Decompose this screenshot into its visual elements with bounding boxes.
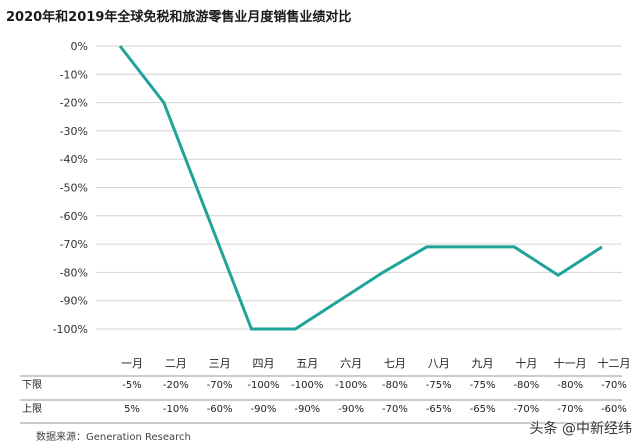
table-cell: -90%: [251, 404, 277, 415]
y-tick-label: -30%: [60, 125, 88, 138]
table-cell: -90%: [338, 404, 364, 415]
y-axis-ticks: 0% -10% -20% -30% -40% -50% -60% -70% -80% -90% -1…: [53, 40, 88, 336]
table-cell: -100%: [247, 380, 279, 391]
source-note: 数据来源：Generation Research: [36, 432, 191, 443]
x-tick-label: 八月: [428, 357, 450, 370]
x-tick-label: 六月: [340, 357, 362, 370]
y-tick-label: -60%: [60, 210, 88, 223]
table-cell: -10%: [163, 404, 189, 415]
y-tick-label: 0%: [71, 40, 88, 53]
table-cell: -75%: [426, 380, 452, 391]
table-cell: -100%: [291, 380, 323, 391]
table-row-label: 下限: [22, 379, 42, 391]
x-tick-label: 二月: [165, 357, 187, 370]
x-tick-label: 九月: [472, 357, 494, 370]
table-cell: -100%: [335, 380, 367, 391]
series-line-layer: [118, 45, 603, 331]
x-tick-label: 七月: [384, 357, 406, 370]
watermark: 头条 @中新经纬: [529, 421, 632, 437]
table-cell: -60%: [207, 404, 233, 415]
range-table: 下限 -5% -20% -70% -100% -100% -100% -80% -75% -75%…: [20, 375, 627, 424]
y-tick-label: -40%: [60, 153, 88, 166]
table-cell: -20%: [163, 380, 189, 391]
x-axis-labels: 一月 二月 三月 四月 五月 六月 七月 八月 九月 十月 十一月 十二月: [121, 356, 631, 370]
x-tick-label: 五月: [296, 357, 318, 370]
table-cell: -65%: [470, 404, 496, 415]
x-tick-label: 三月: [209, 357, 231, 370]
y-tick-label: -80%: [60, 266, 88, 279]
table-cell: -60%: [601, 404, 627, 415]
y-tick-label: -90%: [60, 295, 88, 308]
table-cell: -80%: [557, 380, 583, 391]
x-tick-label: 四月: [252, 357, 274, 370]
table-cell: -70%: [513, 404, 539, 415]
series-line: [118, 45, 603, 331]
y-tick-label: -20%: [60, 97, 88, 110]
x-tick-label: 一月: [121, 357, 143, 370]
table-cell: -80%: [513, 380, 539, 391]
table-cell: -5%: [122, 380, 141, 391]
table-cell: 5%: [124, 404, 140, 415]
table-cell: -80%: [382, 380, 408, 391]
y-tick-label: -50%: [60, 182, 88, 195]
table-cell: -70%: [382, 404, 408, 415]
table-cell: -70%: [207, 380, 233, 391]
table-cell: -75%: [470, 380, 496, 391]
table-cell: -70%: [557, 404, 583, 415]
y-tick-label: -100%: [53, 323, 88, 336]
grid-lines: [96, 45, 622, 330]
chart-title: 2020年和2019年全球免税和旅游零售业月度销售业绩对比: [6, 10, 352, 25]
table-cell: -70%: [601, 380, 627, 391]
x-tick-label: 十一月: [554, 356, 587, 370]
table-cell: -90%: [294, 404, 320, 415]
x-tick-label: 十月: [515, 356, 537, 370]
table-row-label: 上限: [22, 403, 42, 415]
table-cell: -65%: [426, 404, 452, 415]
y-tick-label: -70%: [60, 238, 88, 251]
y-tick-label: -10%: [60, 68, 88, 81]
x-tick-label: 十二月: [598, 356, 631, 370]
